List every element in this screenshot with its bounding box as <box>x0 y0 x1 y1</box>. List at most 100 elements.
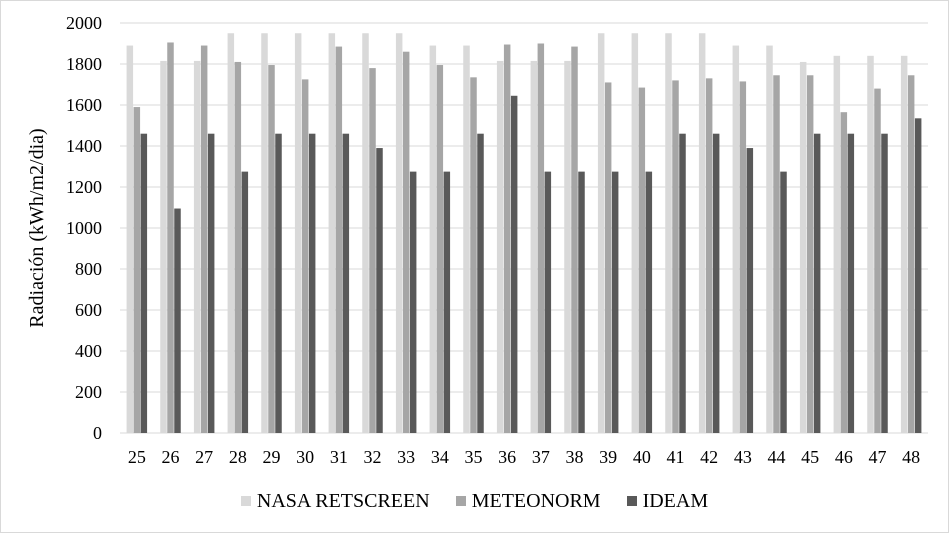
y-tick-label: 2000 <box>66 13 102 33</box>
bar-nasa-retscreen-30 <box>294 33 302 433</box>
bar-meteonorm-37 <box>537 43 545 433</box>
legend-label: METEONORM <box>471 489 601 512</box>
y-tick-labels: 0 200 400 600 800 1000 1200 1400 1600 1800 2000 <box>66 13 102 443</box>
x-tick-label: 27 <box>195 447 213 467</box>
bar-ideam-40 <box>645 171 653 433</box>
x-tick-label: 35 <box>465 447 483 467</box>
y-tick-label: 200 <box>75 382 102 402</box>
bar-nasa-retscreen-42 <box>698 33 706 433</box>
y-tick-label: 600 <box>75 300 102 320</box>
bar-nasa-retscreen-44 <box>766 45 773 434</box>
y-tick-label: 1000 <box>66 218 102 238</box>
y-tick-label: 1800 <box>66 54 102 74</box>
legend-swatch <box>455 496 466 506</box>
x-tick-label: 25 <box>128 447 146 467</box>
bar-ideam-44 <box>780 171 787 433</box>
x-tick-label: 48 <box>902 447 920 467</box>
y-tick-label: 800 <box>75 259 102 279</box>
y-tick-label: 1400 <box>66 136 102 156</box>
bar-meteonorm-47 <box>874 88 881 433</box>
x-tick-label: 47 <box>869 447 887 467</box>
bar-meteonorm-36 <box>503 44 511 434</box>
bar-ideam-42 <box>712 133 720 433</box>
bar-nasa-retscreen-31 <box>328 33 336 433</box>
x-tick-label: 45 <box>801 447 819 467</box>
x-tick-label: 42 <box>700 447 718 467</box>
bar-nasa-retscreen-32 <box>362 33 369 433</box>
bar-meteonorm-26 <box>167 42 174 433</box>
bar-ideam-41 <box>679 133 686 433</box>
bar-meteonorm-28 <box>234 61 242 433</box>
bar-nasa-retscreen-34 <box>429 45 437 434</box>
x-tick-label: 30 <box>296 447 314 467</box>
bars <box>126 33 922 434</box>
bar-nasa-retscreen-41 <box>665 33 672 433</box>
bar-meteonorm-29 <box>268 65 275 434</box>
bar-ideam-27 <box>207 133 215 433</box>
bar-meteonorm-39 <box>604 82 612 433</box>
legend-item: METEONORM <box>455 489 601 513</box>
bar-meteonorm-38 <box>571 46 578 433</box>
bar-ideam-28 <box>241 171 249 433</box>
bar-meteonorm-42 <box>705 78 713 433</box>
x-tick-labels: 25 26 27 28 29 30 31 32 33 34 35 36 37 38 39 40 41 42 43 44… <box>128 447 920 467</box>
legend-label: NASA RETSCREEN <box>256 489 430 512</box>
bar-meteonorm-25 <box>133 107 141 434</box>
bar-nasa-retscreen-40 <box>631 33 639 433</box>
x-tick-label: 36 <box>498 447 516 467</box>
x-tick-label: 31 <box>330 447 348 467</box>
x-tick-label: 41 <box>667 447 685 467</box>
bar-meteonorm-40 <box>638 87 646 433</box>
bar-nasa-retscreen-43 <box>732 45 740 434</box>
legend: NASA RETSCREEN METEONORM IDEAM <box>0 486 949 516</box>
bar-nasa-retscreen-33 <box>395 33 403 433</box>
bar-nasa-retscreen-45 <box>799 61 807 433</box>
bar-nasa-retscreen-38 <box>564 60 571 434</box>
bar-ideam-35 <box>477 133 484 433</box>
legend-item: IDEAM <box>626 489 709 513</box>
bar-nasa-retscreen-25 <box>126 45 134 434</box>
y-tick-label: 0 <box>93 423 102 443</box>
x-tick-label: 44 <box>768 447 786 467</box>
bar-meteonorm-43 <box>739 81 747 434</box>
bar-meteonorm-35 <box>470 77 477 433</box>
y-tick-label: 1600 <box>66 95 102 115</box>
bar-meteonorm-31 <box>335 46 343 433</box>
bar-meteonorm-45 <box>806 75 814 434</box>
bar-nasa-retscreen-39 <box>597 33 605 433</box>
x-tick-label: 39 <box>599 447 617 467</box>
y-tick-label: 1200 <box>66 177 102 197</box>
bar-ideam-31 <box>342 133 350 433</box>
bar-ideam-30 <box>308 133 316 433</box>
x-tick-label: 28 <box>229 447 247 467</box>
bar-meteonorm-32 <box>369 68 376 433</box>
bar-meteonorm-46 <box>840 112 848 434</box>
x-tick-label: 43 <box>734 447 752 467</box>
bar-meteonorm-34 <box>436 65 444 434</box>
x-tick-label: 26 <box>162 447 180 467</box>
bar-nasa-retscreen-26 <box>160 60 167 434</box>
bar-ideam-33 <box>409 171 417 433</box>
x-tick-label: 33 <box>397 447 415 467</box>
bar-ideam-46 <box>847 133 855 433</box>
bar-nasa-retscreen-37 <box>530 60 538 434</box>
legend-item: NASA RETSCREEN <box>240 489 430 513</box>
bar-nasa-retscreen-48 <box>900 55 908 434</box>
bar-ideam-38 <box>578 171 585 433</box>
legend-label: IDEAM <box>642 489 709 512</box>
x-tick-label: 34 <box>431 447 449 467</box>
bar-ideam-32 <box>376 148 383 434</box>
bar-nasa-retscreen-27 <box>193 60 201 434</box>
bar-meteonorm-44 <box>773 75 780 434</box>
bar-nasa-retscreen-35 <box>463 45 470 434</box>
bar-ideam-48 <box>914 118 922 433</box>
bar-nasa-retscreen-28 <box>227 33 235 433</box>
bar-meteonorm-41 <box>672 80 679 434</box>
bar-ideam-26 <box>174 208 181 433</box>
bar-ideam-45 <box>813 133 821 433</box>
bar-meteonorm-33 <box>402 51 410 433</box>
bar-nasa-retscreen-46 <box>833 55 841 434</box>
bar-nasa-retscreen-29 <box>261 33 268 433</box>
bar-ideam-43 <box>746 148 754 434</box>
